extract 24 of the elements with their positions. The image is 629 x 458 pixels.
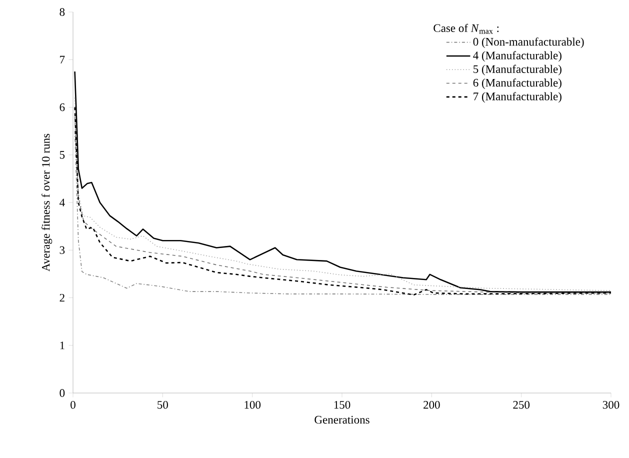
y-tick-label: 0 [60,389,65,397]
y-tick-label: 5 [60,151,65,159]
x-tick-label: 250 [513,400,530,409]
y-tick-label: 3 [60,246,65,254]
legend-label: 0 (Non-manufacturable) [473,37,584,48]
legend-label: 5 (Manufacturable) [474,64,562,76]
y-tick-label: 6 [60,103,65,112]
legend-label: 4 (Manufacturable) [473,51,562,62]
y-tick-label: 2 [60,294,64,302]
x-tick-label: 0 [70,400,76,409]
x-tick-label: 300 [602,400,620,409]
legend-title: Case of N$_{max}$ : [434,24,499,34]
y-tick-label: 8 [60,8,65,16]
legend-label: 7 (Manufacturable) [474,92,562,103]
y-tick-label: 7 [60,56,65,64]
y-axis-title: Average fitness f over 10 runs [42,134,52,272]
y-tick-label: 1 [60,342,64,350]
x-tick-label: 100 [244,400,261,409]
x-axis-title: Generations [314,416,370,424]
y-tick-label: 4 [60,198,65,206]
x-tick-label: 200 [424,400,440,409]
x-tick-label: 50 [158,400,168,409]
x-tick-label: 150 [334,400,350,409]
legend-label: 6 (Manufacturable) [473,78,562,89]
